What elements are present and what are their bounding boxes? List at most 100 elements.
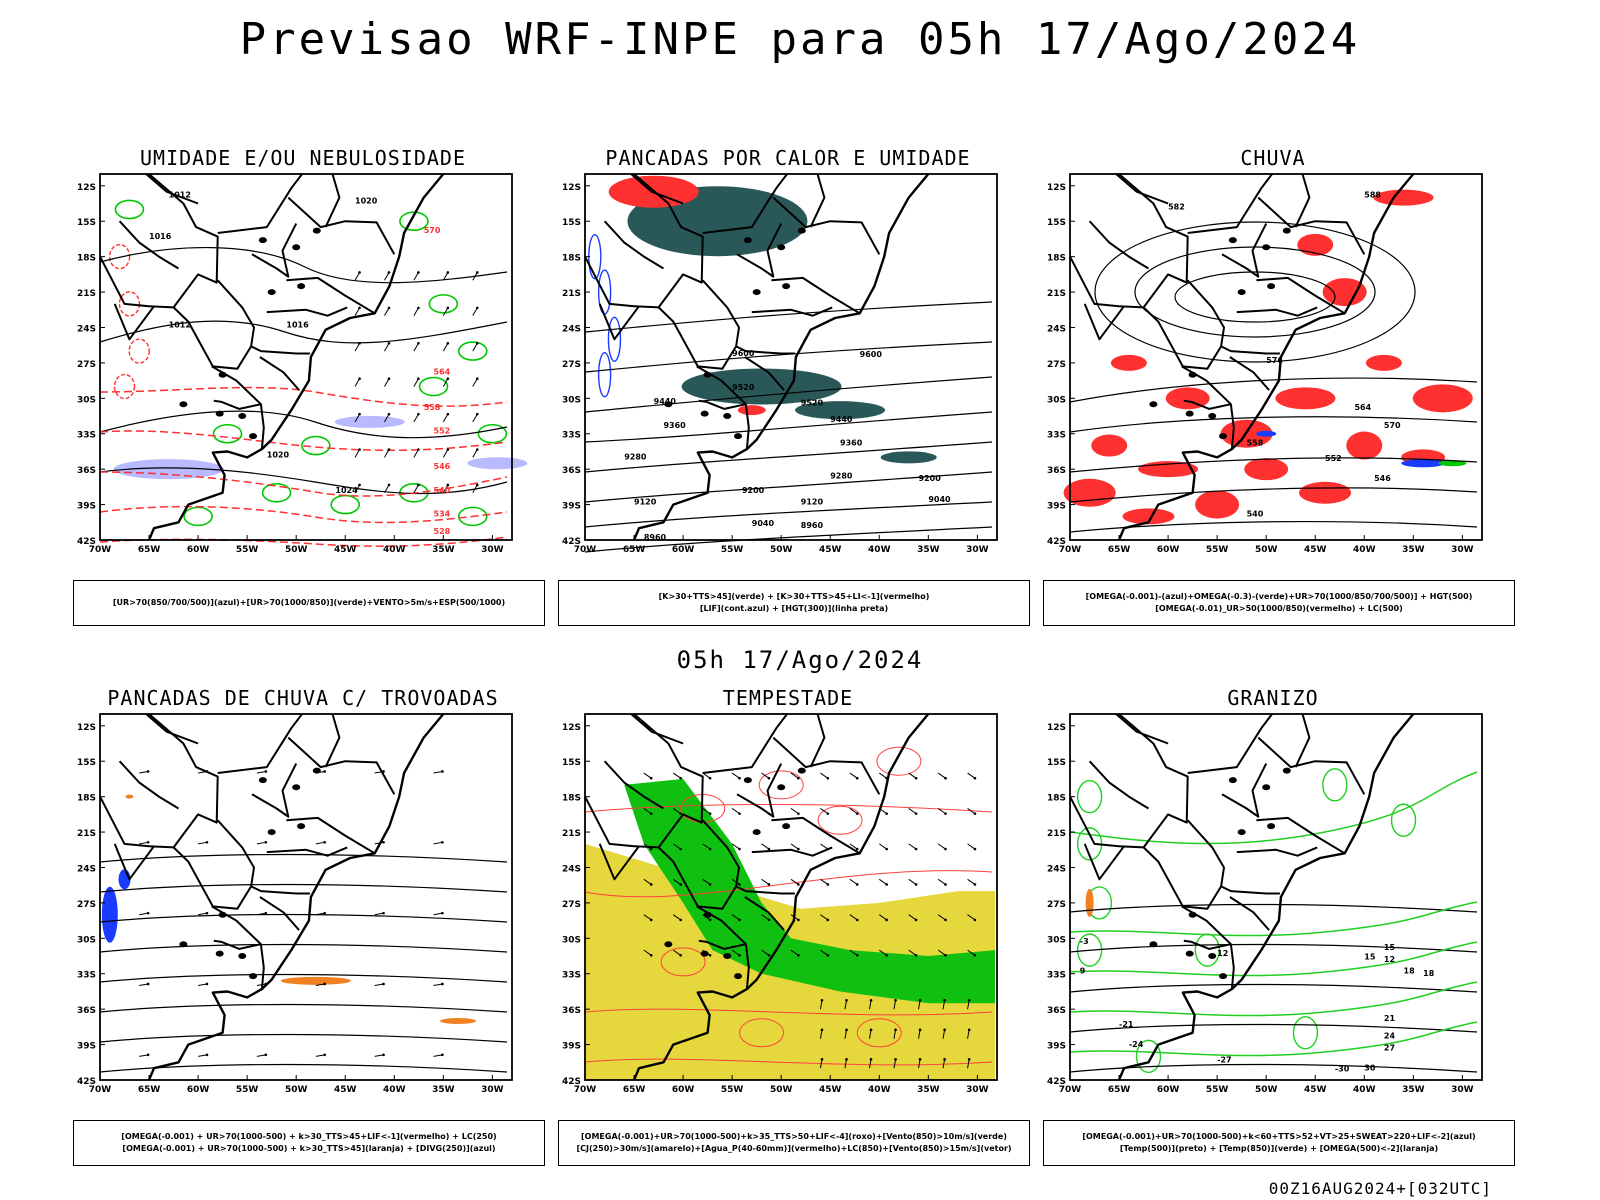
wind-arrow-head: [708, 847, 712, 851]
wind-arrow: [315, 1054, 325, 1057]
lat-tick-label: 39S: [562, 1042, 581, 1052]
lake: [703, 911, 712, 918]
wind-arrow-head: [205, 911, 209, 915]
lat-tick-label: 36S: [562, 466, 581, 476]
lake: [1262, 784, 1271, 791]
rain-red-area: [1297, 233, 1334, 256]
wind-arrow-head: [944, 918, 947, 922]
lake: [1282, 767, 1291, 774]
wind-arrow-head: [387, 342, 391, 345]
lon-tick-label: 50W: [1255, 1085, 1278, 1095]
wind-arrow: [354, 307, 360, 316]
lat-tick-label: 15S: [77, 218, 96, 228]
contour-layer: 1012 1016 1020 1024 1012 1016 1020 570 564 558 552…: [99, 191, 508, 547]
state-border: [1294, 713, 1311, 768]
lon-tick-label: 65W: [138, 1085, 161, 1095]
lon-tick-label: 55W: [236, 545, 259, 555]
wind-arrow-head: [382, 841, 385, 844]
wind-arrow: [844, 1029, 848, 1039]
thunder-orange-area: [280, 976, 351, 985]
lat-tick-label: 33S: [562, 971, 581, 981]
lat-tick-label: 36S: [562, 1006, 581, 1016]
contour-label: 540: [434, 486, 451, 495]
wind-arrow-head: [649, 776, 653, 780]
contour-label: -27: [1217, 1055, 1231, 1064]
wind-arrow-head: [441, 770, 444, 773]
thickness-red-contour: [108, 243, 131, 270]
humidity-green-contour: [330, 494, 361, 515]
wind-arrow: [849, 878, 858, 885]
wind-arrow-head: [967, 998, 971, 1002]
wind-arrow-head: [358, 448, 361, 451]
wind-arrow: [702, 843, 711, 850]
state-border: [1257, 736, 1366, 795]
wind-arrow-head: [649, 883, 653, 886]
state-border: [1069, 713, 1189, 849]
state-border: [1183, 399, 1232, 410]
lon-tick-label: 60W: [672, 545, 695, 555]
state-border: [598, 303, 640, 341]
precipitable-water-red-contour: [660, 947, 706, 977]
rain-red-area: [1346, 431, 1383, 460]
legend-line: [LIF](cont.azul) + [HGT(300)](linha pret…: [699, 604, 889, 613]
wind-arrow-head: [475, 306, 479, 310]
lake: [1208, 953, 1217, 960]
lake: [1185, 410, 1194, 417]
humidity-green-contour: [301, 435, 331, 456]
lake: [1262, 244, 1271, 251]
state-border: [118, 220, 180, 270]
wind-arrow-head: [869, 1028, 873, 1032]
wind-arrow-head: [382, 982, 385, 986]
panel-title: PANCADAS DE CHUVA C/ TROVOADAS: [107, 686, 499, 710]
wind-arrow-head: [708, 883, 712, 886]
wind-arrow: [878, 878, 887, 885]
wind-arrow-head: [387, 483, 391, 487]
wind-arrow-head: [387, 448, 391, 451]
lat-tick-label: 24S: [77, 864, 96, 874]
coastline: [632, 713, 930, 1081]
lat-tick-label: 39S: [1047, 502, 1066, 512]
wind-arrow-head: [855, 776, 859, 780]
wind-arrow-head: [767, 883, 771, 886]
lat-tick-label: 42S: [77, 537, 96, 547]
wind-arrow: [967, 808, 976, 815]
map-chuva: 588 582 576 570 564 558 552 546 540 12S 15S 18S 21S…: [1047, 173, 1483, 555]
wind-arrow-head: [358, 342, 361, 345]
wind-arrow-head: [382, 911, 385, 915]
wind-arrow: [672, 878, 681, 885]
precipitable-water-red-contour: [739, 1018, 785, 1048]
wind-arrow-head: [387, 306, 391, 310]
wind-arrow: [761, 772, 770, 779]
wind-arrow: [374, 912, 384, 916]
lon-tick-label: 40W: [1353, 1085, 1376, 1095]
lake: [238, 413, 247, 420]
wind-arrow: [761, 949, 770, 956]
main-title: Previsao WRF-INPE para 05h 17/Ago/2024: [239, 14, 1361, 65]
wind-arrow: [672, 808, 681, 815]
wind-arrow-head: [446, 448, 450, 451]
lat-tick-label: 18S: [1047, 254, 1066, 264]
legend-line: [OMEGA(-0.001)+UR>70(1000-500)+k<60+TTS>…: [1082, 1132, 1476, 1141]
wind-arrow-head: [869, 1058, 873, 1061]
contour-label: -24: [1129, 1040, 1144, 1049]
wind-arrow: [868, 1000, 872, 1010]
wind-arrow-head: [943, 1058, 946, 1061]
wind-arrow-head: [417, 271, 420, 274]
wind-arrow: [937, 878, 946, 885]
contour-layer: [584, 772, 993, 1069]
wind-arrow: [413, 449, 419, 458]
lat-tick-label: 21S: [77, 829, 96, 839]
wind-arrow-head: [894, 998, 897, 1002]
humidity-green-contour: [457, 506, 488, 527]
wind-arrow: [315, 912, 325, 916]
state-border: [172, 279, 255, 370]
wind-arrow: [643, 808, 652, 815]
wind-arrow: [433, 983, 443, 987]
wind-arrow: [384, 307, 390, 316]
wind-arrow: [908, 878, 917, 885]
map-outline: [99, 713, 445, 1081]
wind-arrow-head: [914, 776, 918, 780]
wind-arrow-head: [417, 377, 420, 381]
